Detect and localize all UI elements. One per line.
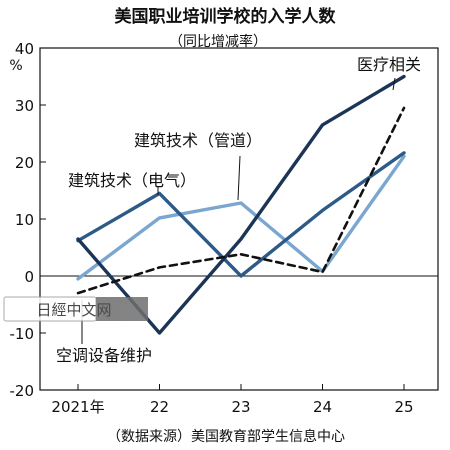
x-tick-label: 2021年 (51, 398, 104, 416)
y-tick-label: 30 (15, 97, 34, 115)
y-tick-label: -10 (10, 325, 35, 343)
watermark-text: 日經中文网 (36, 301, 111, 319)
x-tick-label: 24 (313, 398, 332, 416)
y-tick-label: 10 (15, 211, 34, 229)
watermark: 日經中文网 (3, 296, 148, 322)
series-label-leader (237, 155, 241, 201)
y-tick-label: 0 (24, 268, 34, 286)
chart-subtitle: （同比增减率） (169, 33, 267, 50)
series-label-2: 建筑技术（管道） (134, 131, 262, 150)
series-line-1 (76, 106, 406, 295)
x-tick-label: 23 (231, 398, 250, 416)
y-unit-label: % (9, 58, 22, 74)
y-tick-label: 40 (15, 40, 34, 58)
series-layer (76, 74, 406, 335)
series-line-2 (76, 154, 406, 281)
x-tick-label: 22 (150, 398, 169, 416)
y-tick-label: -20 (10, 382, 35, 400)
axes: 40 30 20 10 0 -10 -20 2021年 22 23 24 25 (10, 40, 439, 416)
watermark-tag-box (96, 297, 148, 321)
y-tick-label: 20 (15, 154, 34, 172)
series-label-1: 医疗相关 (357, 55, 421, 74)
series-label-3: 建筑技术（电气） (68, 171, 196, 190)
x-tick-label: 25 (394, 398, 413, 416)
chart-title: 美国职业培训学校的入学人数 (115, 6, 337, 27)
series-label-leader (392, 77, 396, 91)
plot-frame (39, 47, 439, 391)
chart-source: （数据来源）美国教育部学生信息中心 (107, 428, 345, 445)
series-label-4: 空调设备维护 (56, 346, 152, 365)
series-line-3 (76, 151, 406, 278)
